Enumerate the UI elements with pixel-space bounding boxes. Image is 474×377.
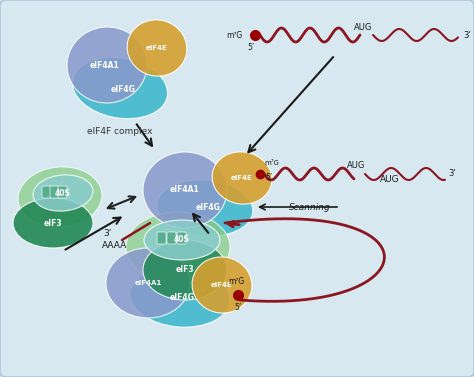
Ellipse shape bbox=[212, 152, 272, 204]
Ellipse shape bbox=[126, 212, 230, 282]
Text: eIF4E: eIF4E bbox=[146, 45, 168, 51]
Text: m⁷G: m⁷G bbox=[264, 160, 279, 166]
Ellipse shape bbox=[144, 220, 220, 260]
Text: 3’: 3’ bbox=[104, 228, 112, 238]
Text: eIF4E: eIF4E bbox=[211, 282, 233, 288]
Text: 3’: 3’ bbox=[463, 31, 471, 40]
Ellipse shape bbox=[13, 198, 93, 248]
Text: eIF4A1: eIF4A1 bbox=[90, 60, 120, 69]
FancyBboxPatch shape bbox=[42, 186, 51, 198]
Text: 40S: 40S bbox=[55, 188, 71, 198]
Ellipse shape bbox=[192, 257, 252, 313]
Text: 5’: 5’ bbox=[234, 302, 242, 311]
Text: AAAA: AAAA bbox=[102, 241, 128, 250]
Text: 5’: 5’ bbox=[247, 43, 255, 52]
Text: m⁷G: m⁷G bbox=[227, 31, 243, 40]
Text: m⁷G: m⁷G bbox=[228, 276, 244, 285]
Text: eIF3: eIF3 bbox=[176, 265, 194, 274]
Ellipse shape bbox=[18, 167, 102, 227]
FancyBboxPatch shape bbox=[58, 186, 67, 198]
Ellipse shape bbox=[33, 175, 93, 211]
Ellipse shape bbox=[106, 248, 190, 318]
FancyBboxPatch shape bbox=[157, 232, 166, 244]
Text: eIF4A1: eIF4A1 bbox=[134, 280, 162, 286]
Text: 5’: 5’ bbox=[265, 173, 272, 182]
Ellipse shape bbox=[130, 267, 230, 327]
Text: eIF4E: eIF4E bbox=[231, 175, 253, 181]
Ellipse shape bbox=[143, 152, 227, 228]
Ellipse shape bbox=[143, 240, 227, 300]
Ellipse shape bbox=[127, 20, 187, 76]
Ellipse shape bbox=[67, 27, 147, 103]
Text: eIF4G: eIF4G bbox=[196, 204, 220, 213]
FancyBboxPatch shape bbox=[167, 232, 176, 244]
FancyBboxPatch shape bbox=[177, 232, 186, 244]
FancyBboxPatch shape bbox=[50, 186, 59, 198]
Text: AUG: AUG bbox=[380, 176, 400, 184]
Text: AUG: AUG bbox=[354, 23, 372, 32]
Text: eIF4G: eIF4G bbox=[110, 86, 136, 95]
Text: AUG: AUG bbox=[347, 161, 365, 170]
Text: 3’: 3’ bbox=[448, 170, 456, 178]
Text: eIF4F complex: eIF4F complex bbox=[87, 127, 153, 136]
Ellipse shape bbox=[73, 57, 167, 119]
Text: eIF4G: eIF4G bbox=[170, 293, 194, 302]
Text: eIF4A1: eIF4A1 bbox=[170, 185, 200, 195]
Text: 40S: 40S bbox=[174, 236, 190, 245]
Text: eIF3: eIF3 bbox=[44, 219, 62, 227]
Ellipse shape bbox=[157, 180, 253, 236]
Text: Scanning: Scanning bbox=[289, 202, 331, 211]
